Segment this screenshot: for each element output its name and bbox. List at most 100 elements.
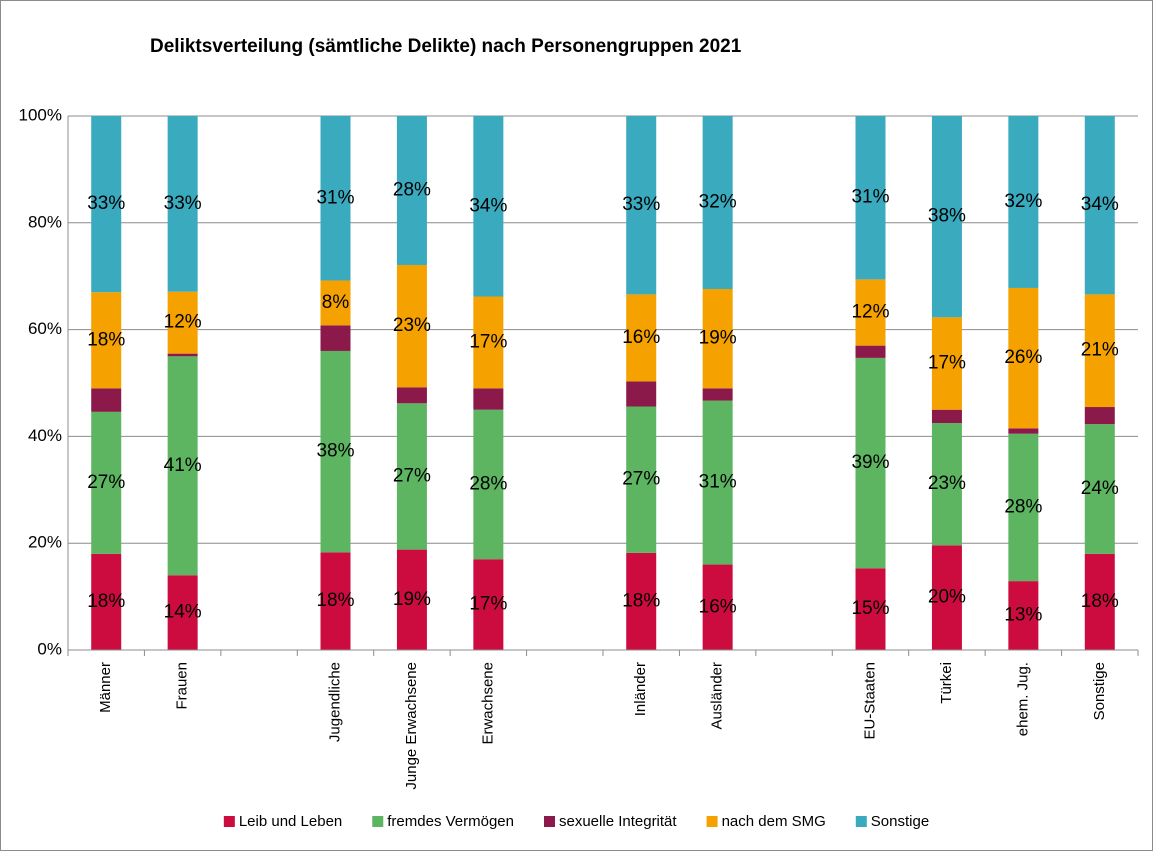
data-label: 18% [1081, 591, 1119, 612]
bar-segment [626, 406, 657, 553]
data-label: 23% [928, 473, 966, 494]
data-label: 38% [928, 206, 966, 227]
data-label: 17% [469, 594, 507, 615]
data-label: 31% [699, 472, 737, 493]
bar-segment [1084, 424, 1115, 554]
data-label: 8% [322, 292, 350, 313]
bar-segment [91, 292, 122, 389]
bar-segment [320, 280, 351, 326]
data-label: 27% [87, 472, 125, 493]
data-label: 21% [1081, 340, 1119, 361]
data-label: 26% [1004, 347, 1042, 368]
bar-segment [702, 388, 733, 401]
bar-segment [167, 356, 198, 576]
legend-swatch [706, 816, 718, 827]
bar-segment [473, 116, 504, 297]
data-label: 18% [622, 590, 660, 611]
data-label: 23% [393, 315, 431, 336]
bar-segment [1084, 116, 1115, 295]
data-label: 12% [851, 302, 889, 323]
x-tick-label: Türkei [938, 662, 955, 704]
legend-swatch [544, 816, 555, 827]
bar-segment [473, 388, 504, 410]
legend-swatch [855, 816, 867, 827]
bar-segment [167, 116, 198, 292]
data-label: 19% [699, 328, 737, 349]
data-label: 27% [622, 469, 660, 490]
bar-segment [702, 564, 733, 650]
bar-segment [320, 350, 351, 553]
data-label: 32% [1004, 191, 1042, 212]
bar-segment [167, 291, 198, 354]
data-label: 41% [164, 455, 202, 476]
bar-segment [1008, 433, 1039, 582]
x-tick-label: Männer [97, 662, 114, 713]
bar-segment [473, 409, 504, 560]
bar-segment [1008, 116, 1039, 288]
data-label: 15% [851, 598, 889, 619]
bar-segment [473, 296, 504, 389]
x-tick-label: Frauen [174, 662, 191, 710]
data-label: 33% [622, 194, 660, 215]
legend-label: Sonstige [871, 813, 929, 830]
data-label: 28% [469, 473, 507, 494]
x-tick-label: Sonstige [1091, 662, 1108, 720]
data-label: 27% [393, 465, 431, 486]
bar-segment [702, 400, 733, 565]
data-label: 19% [393, 589, 431, 610]
x-tick-label: Junge Erwachsene [403, 662, 420, 790]
legend-label: sexuelle Integrität [559, 813, 677, 830]
bar-segment [396, 403, 427, 550]
bar-segment [91, 411, 122, 554]
bar-segment [320, 325, 351, 351]
bar-segment [931, 545, 962, 650]
bar-segment [1008, 581, 1039, 650]
bar-segment [855, 116, 886, 280]
data-label: 31% [316, 187, 354, 208]
y-tick-label: 60% [28, 319, 62, 338]
bar-segment [1084, 294, 1115, 408]
data-label: 16% [622, 327, 660, 348]
bar-segment [702, 289, 733, 389]
data-label: 24% [1081, 478, 1119, 499]
data-label: 32% [699, 192, 737, 213]
data-label: 34% [469, 195, 507, 216]
data-label: 18% [87, 329, 125, 350]
bar-segment [396, 116, 427, 265]
data-label: 13% [1004, 605, 1042, 626]
legend-label: Leib und Leben [239, 813, 342, 830]
x-tick-label: ehem. Jug. [1014, 662, 1031, 736]
data-label: 20% [928, 587, 966, 608]
x-tick-label: EU-Staaten [861, 662, 878, 740]
bar-segment [396, 387, 427, 404]
legend-label: nach dem SMG [722, 813, 826, 830]
bar-segment [626, 116, 657, 295]
bar-segment [855, 568, 886, 650]
y-tick-label: 20% [28, 533, 62, 552]
x-tick-label: Erwachsene [479, 662, 496, 745]
bar-segment [91, 553, 122, 650]
data-label: 28% [393, 180, 431, 201]
bar-segment [855, 279, 886, 346]
bar-segment [1084, 553, 1115, 650]
bar-segment [1084, 407, 1115, 425]
bar-segment [702, 116, 733, 290]
legend-label: fremdes Vermögen [387, 813, 514, 830]
data-label: 16% [699, 596, 737, 617]
data-label: 39% [851, 452, 889, 473]
legend-swatch [372, 816, 384, 827]
data-label: 18% [316, 590, 354, 611]
bar-segment [320, 552, 351, 650]
bar-segment [931, 317, 962, 410]
data-label: 33% [87, 193, 125, 214]
bar-segment [626, 294, 657, 382]
data-label: 12% [164, 312, 202, 333]
x-tick-label: Jugendliche [326, 662, 343, 742]
bar-segment [931, 116, 962, 318]
bar-segment [626, 552, 657, 650]
chart-title: Deliktsverteilung (sämtliche Delikte) na… [150, 36, 742, 57]
data-label: 14% [164, 602, 202, 623]
bar-segment [855, 345, 886, 358]
data-label: 38% [316, 441, 354, 462]
